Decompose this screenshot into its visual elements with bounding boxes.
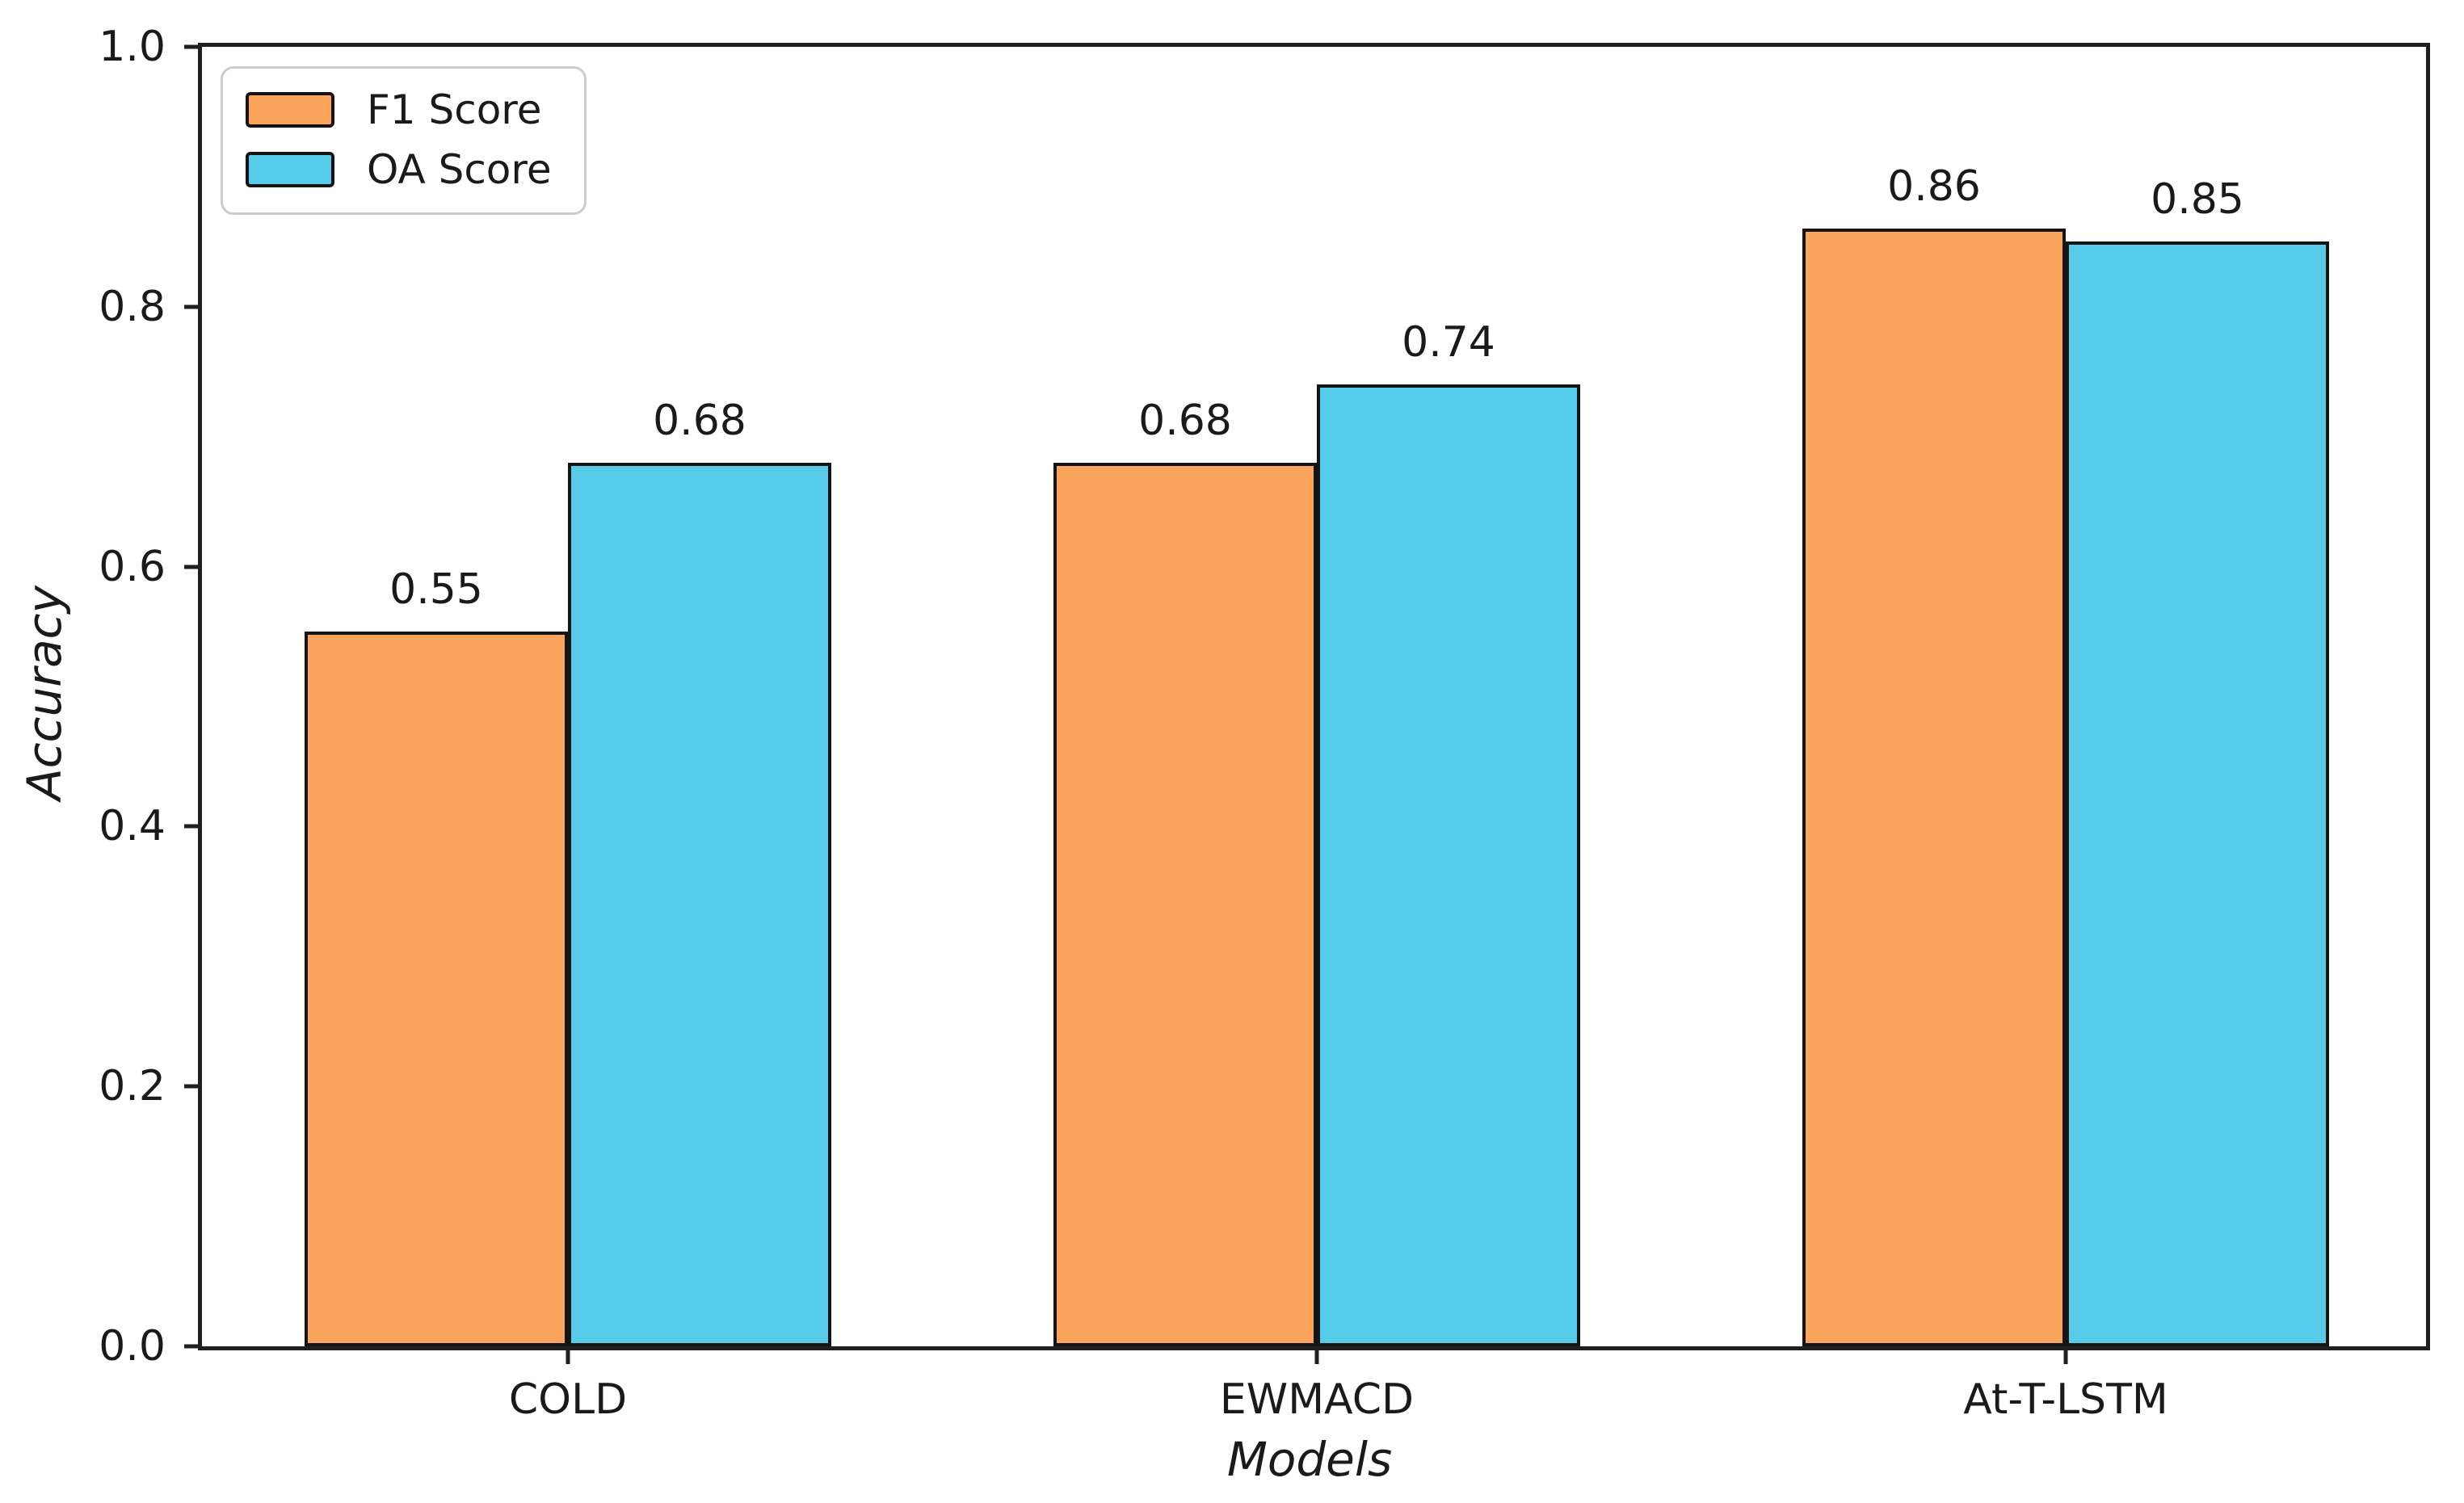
bar-value-label: 0.86 (1887, 162, 1981, 212)
bar-value-label: 0.68 (653, 396, 746, 445)
x-tick-label: EWMACD (1219, 1375, 1415, 1424)
legend-label-f1: F1 Score (367, 86, 542, 133)
plot-area: F1 Score OA Score 0.0 0.2 0.4 0.6 0.8 1.0 COLD… (99, 23, 2430, 1424)
y-tick (184, 304, 202, 309)
bar (1802, 229, 2066, 1346)
bar (1053, 462, 1317, 1346)
y-tick (184, 1084, 202, 1089)
bar (305, 632, 568, 1346)
bar (1317, 384, 1580, 1346)
legend: F1 Score OA Score (221, 66, 587, 215)
x-tick-label: COLD (508, 1375, 628, 1424)
x-tick (1314, 1346, 1319, 1364)
bar (568, 462, 831, 1346)
y-tick-label: 0.8 (99, 282, 166, 331)
legend-item-f1: F1 Score (246, 86, 552, 133)
x-tick (2063, 1346, 2068, 1364)
legend-swatch-oa (246, 152, 334, 187)
x-tick-label: At-T-LSTM (1963, 1375, 2168, 1424)
bar-value-label: 0.74 (1402, 318, 1495, 367)
legend-label-oa: OA Score (367, 146, 552, 193)
bar-value-label: 0.68 (1138, 396, 1232, 445)
y-tick (184, 1344, 202, 1349)
y-tick-label: 0.0 (99, 1322, 166, 1371)
x-axis-title: Models (1226, 1432, 1393, 1487)
y-tick (184, 44, 202, 49)
bar-value-label: 0.85 (2151, 175, 2244, 225)
y-tick (184, 824, 202, 829)
x-tick (566, 1346, 570, 1364)
y-tick-label: 0.2 (99, 1062, 166, 1111)
y-tick-label: 0.4 (99, 802, 166, 851)
legend-swatch-f1 (246, 92, 334, 128)
bar-value-label: 0.55 (389, 565, 483, 615)
y-tick-label: 0.6 (99, 542, 166, 591)
y-axis-title: Accuracy (17, 586, 72, 800)
y-tick (184, 565, 202, 569)
bar (2066, 241, 2329, 1346)
legend-item-oa: OA Score (246, 146, 552, 193)
y-tick-label: 1.0 (99, 23, 166, 71)
